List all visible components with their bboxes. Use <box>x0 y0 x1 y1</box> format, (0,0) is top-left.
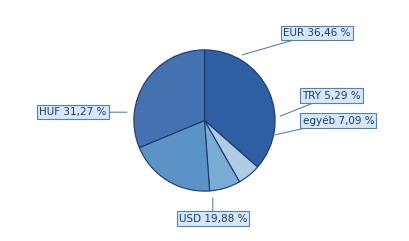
Text: egyéb 7,09 %: egyéb 7,09 % <box>275 115 374 135</box>
Wedge shape <box>134 50 204 148</box>
Wedge shape <box>139 120 210 191</box>
Wedge shape <box>204 50 275 167</box>
Wedge shape <box>204 120 258 182</box>
Wedge shape <box>204 120 240 191</box>
Text: HUF 31,27 %: HUF 31,27 % <box>39 107 127 117</box>
Text: TRY 5,29 %: TRY 5,29 % <box>280 91 361 116</box>
Text: USD 19,88 %: USD 19,88 % <box>179 198 247 224</box>
Text: EUR 36,46 %: EUR 36,46 % <box>242 28 351 55</box>
